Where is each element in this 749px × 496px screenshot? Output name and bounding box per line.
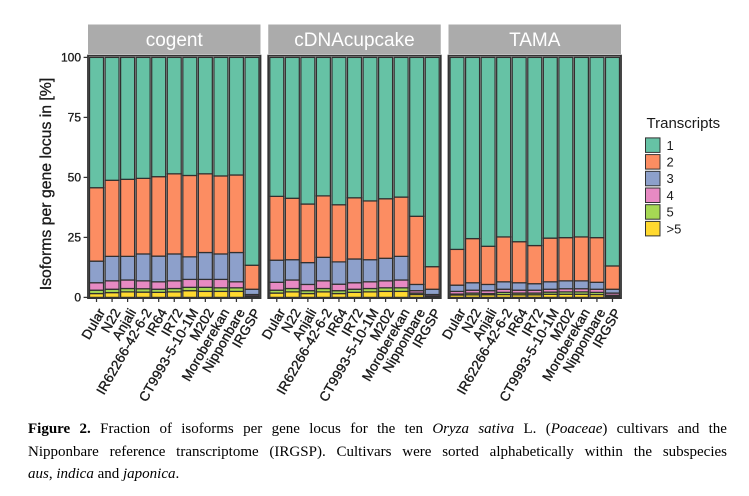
svg-text:2: 2	[667, 155, 674, 170]
svg-text:4: 4	[667, 188, 674, 203]
svg-text:100: 100	[61, 51, 81, 65]
svg-text:cDNAcupcake: cDNAcupcake	[294, 30, 414, 51]
svg-text:1: 1	[667, 138, 674, 153]
svg-text:0: 0	[74, 291, 81, 305]
svg-text:>5: >5	[667, 221, 682, 236]
svg-text:cogent: cogent	[146, 30, 204, 51]
svg-text:75: 75	[68, 111, 82, 125]
svg-text:Transcripts: Transcripts	[647, 115, 721, 132]
svg-text:3: 3	[667, 171, 674, 186]
svg-text:Isoforms per gene locus in [%]: Isoforms per gene locus in [%]	[38, 78, 55, 290]
svg-text:50: 50	[68, 171, 82, 185]
svg-text:5: 5	[667, 205, 674, 220]
svg-text:TAMA: TAMA	[509, 30, 561, 51]
svg-text:25: 25	[68, 231, 82, 245]
